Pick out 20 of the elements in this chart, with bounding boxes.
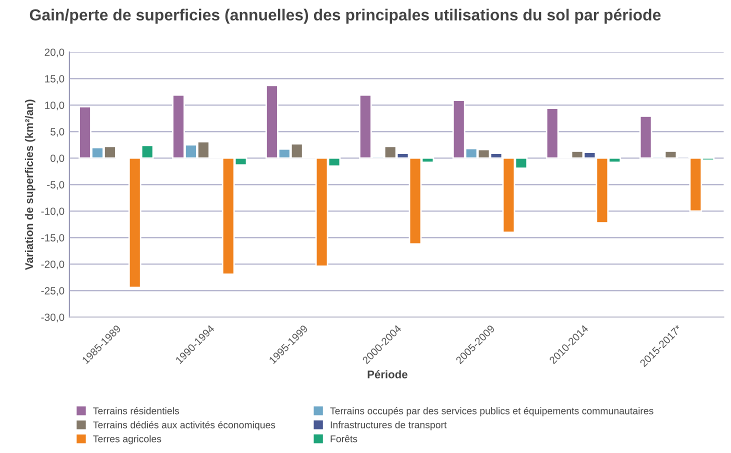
y-tick-label: 5,0	[50, 128, 64, 137]
legend-label: Terrains occupés par des services publics et équipements communautaires	[330, 407, 654, 416]
y-tick-label: 0,0	[50, 154, 64, 164]
y-tick-label: -5,0	[47, 181, 64, 190]
legend-label: Forêts	[330, 435, 358, 442]
y-tick-label: -15,0	[41, 234, 64, 243]
y-tick-label: -20,0	[41, 260, 64, 270]
y-tick-label: -10,0	[41, 208, 64, 216]
x-axis-title: Période	[368, 370, 408, 378]
legend-label: Terrains résidentiels	[93, 407, 180, 414]
legend-label: Terrains dédiés aux activités économiques	[93, 421, 276, 430]
y-tick-label: 10,0	[45, 102, 64, 110]
y-tick-label: -25,0	[41, 287, 64, 296]
y-axis-title: Variation de superficies (km²/an)	[24, 100, 36, 270]
legend-label: Infrastructures de transport	[330, 421, 447, 430]
y-tick-label: 20,0	[44, 48, 64, 58]
y-tick-label: 15,0	[45, 75, 64, 84]
chart-title: Gain/perte de superficies (annuelles) des principales utilisations du sol par période	[30, 8, 661, 24]
legend-label: Terres agricoles	[93, 435, 162, 444]
y-tick-label: -30,0	[41, 314, 64, 322]
